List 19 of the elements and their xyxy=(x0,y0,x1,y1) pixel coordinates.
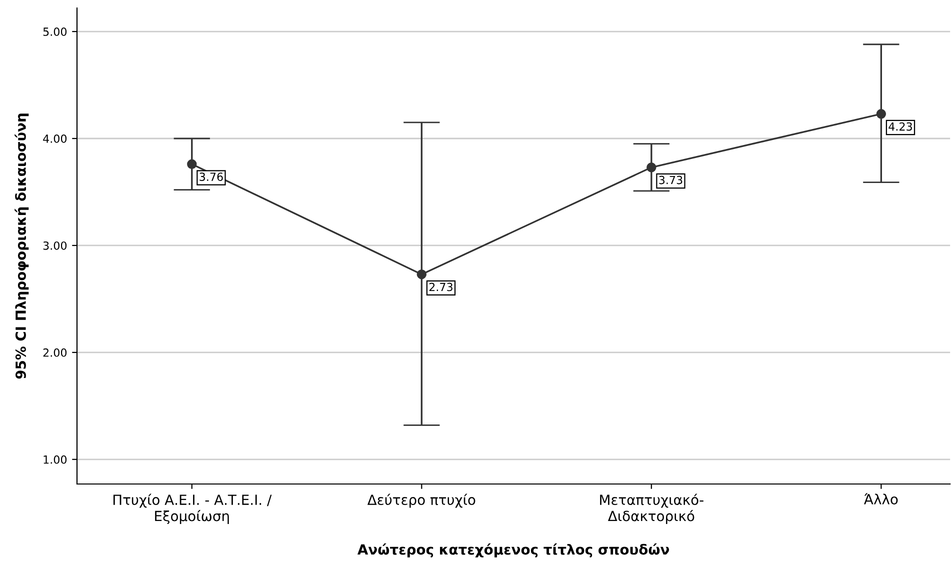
y-tick-label: 3.00 xyxy=(43,241,67,250)
y-tick-label: 4.00 xyxy=(43,134,67,143)
point xyxy=(187,159,197,170)
point xyxy=(876,109,886,119)
x-tick-label: Δεύτερο πτυχίο xyxy=(367,494,476,508)
x-axis-title: Ανώτερος κατεχόμενος τίτλος σπουδών xyxy=(357,543,670,558)
x-tick-label: Πτυχίο Α.Ε.Ι. - Α.Τ.Ε.Ι. / Εξομοίωση xyxy=(113,494,272,524)
point xyxy=(646,162,656,172)
x-tick-label: Άλλο xyxy=(864,493,898,504)
data-label: 3.73 xyxy=(659,176,682,184)
y-tick-label: 2.00 xyxy=(43,348,67,357)
data-label: 4.23 xyxy=(888,122,912,131)
data-label: 3.76 xyxy=(200,172,223,181)
y-axis-title: 95% CI Πληροφοριακή δικαιοσύνη xyxy=(14,114,29,379)
data-label: 2.73 xyxy=(429,282,452,292)
x-tick-label: Μεταπτυχιακό- Διδακτορικό xyxy=(600,494,704,524)
point xyxy=(416,269,427,280)
y-tick-label: 1.00 xyxy=(44,455,67,464)
y-tick-label: 5.00 xyxy=(43,28,67,36)
